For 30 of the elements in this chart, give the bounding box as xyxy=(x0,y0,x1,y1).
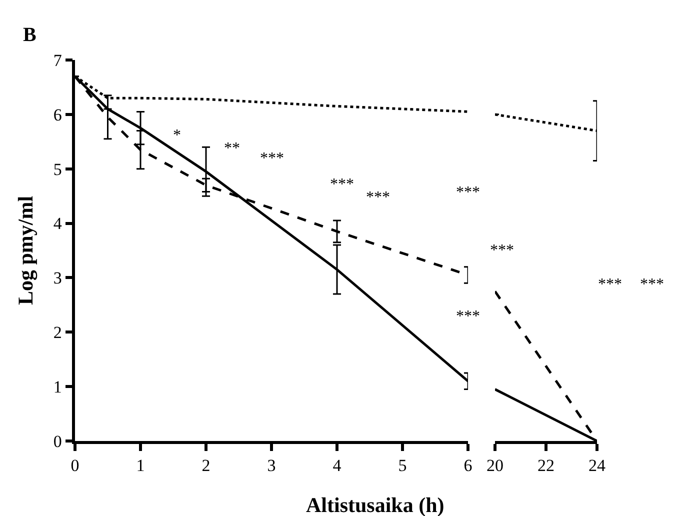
y-tick-label: 7 xyxy=(53,50,62,70)
annotation: *** xyxy=(456,184,480,201)
annotation: *** xyxy=(490,242,514,259)
x-tick-label: 24 xyxy=(588,456,606,476)
x-tick-label: 22 xyxy=(538,456,554,476)
y-tick-label: 3 xyxy=(53,268,62,288)
y-tick-label: 2 xyxy=(53,323,62,342)
y-tick-label: 4 xyxy=(53,214,62,234)
chart-title: B xyxy=(23,24,36,46)
x-tick-label: 6 xyxy=(464,456,472,476)
y-tick-label: 5 xyxy=(53,160,62,179)
annotation: ** xyxy=(224,140,240,157)
x-tick-label: 1 xyxy=(136,456,145,476)
y-tick-label: 6 xyxy=(53,105,62,124)
text: *** xyxy=(598,276,622,293)
x-tick-label: 3 xyxy=(267,456,276,476)
x-tick-label: 20 xyxy=(486,456,504,476)
annotation: *** xyxy=(330,176,354,193)
annotation: *** xyxy=(366,189,390,206)
annotation: * xyxy=(173,127,181,144)
x-tick-label: 5 xyxy=(398,456,407,476)
y-tick-label: 0 xyxy=(53,432,62,451)
text: *** xyxy=(640,276,664,293)
x-tick-label: 4 xyxy=(332,456,342,476)
annotation: *** xyxy=(260,150,284,167)
y-tick-label: 1 xyxy=(53,378,62,397)
x-tick-label: 0 xyxy=(70,456,80,476)
x-tick-label: 2 xyxy=(202,456,210,476)
annotation: *** xyxy=(456,308,480,325)
y-axis-title: Log pmy/ml xyxy=(14,196,38,306)
